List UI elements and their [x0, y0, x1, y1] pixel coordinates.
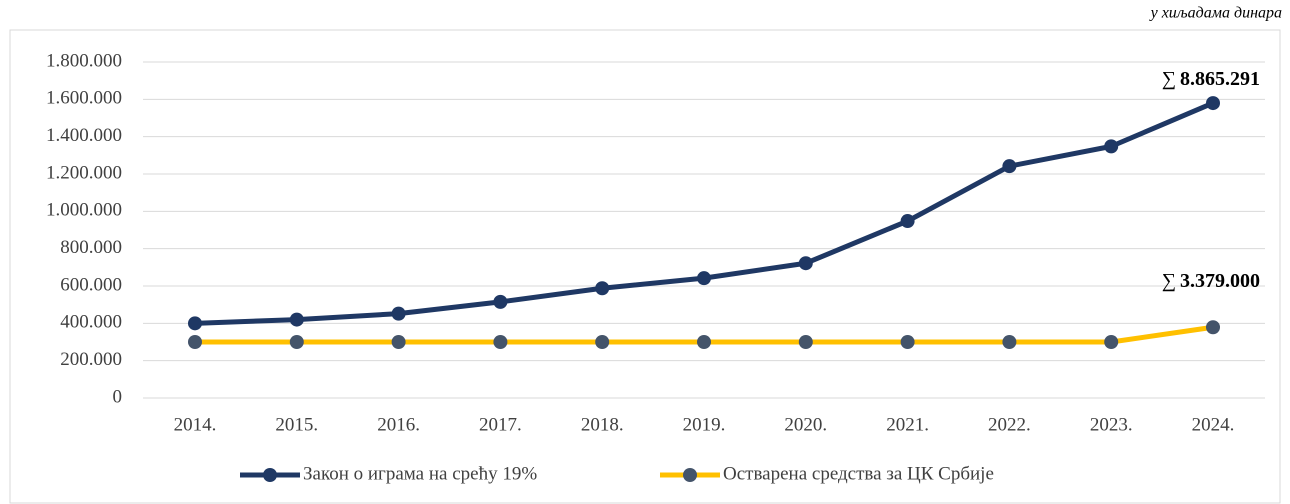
data-point: [391, 306, 406, 321]
data-point: [900, 335, 915, 349]
y-tick-label: 1.000.000: [46, 200, 122, 221]
data-point: [697, 335, 711, 349]
data-point: [391, 335, 406, 349]
data-point: [595, 335, 610, 349]
legend-label: Закон о играма на срећу 19%: [303, 463, 537, 484]
x-tick-label: 2015.: [275, 414, 318, 435]
y-tick-label: 200.000: [60, 349, 122, 370]
y-tick-label: 600.000: [60, 274, 122, 295]
data-point: [493, 294, 508, 309]
legend-marker: [263, 468, 277, 482]
chart-border: [9, 29, 1281, 504]
data-point: [493, 335, 508, 349]
y-tick-label: 400.000: [60, 312, 122, 333]
data-point: [289, 335, 304, 349]
data-point: [1002, 159, 1017, 174]
x-tick-label: 2024.: [1192, 414, 1235, 435]
series-line: [194, 100, 1214, 326]
x-tick-label: 2022.: [988, 414, 1031, 435]
annotation-text: 3.379.000: [1180, 270, 1260, 292]
y-tick-label: 800.000: [60, 237, 122, 258]
legend-marker: [683, 468, 697, 482]
annotation: ∑ 3.379.000: [1162, 270, 1260, 292]
x-tick-label: 2020.: [784, 414, 827, 435]
annotation-symbol: ∑: [1162, 270, 1176, 292]
data-point: [1104, 335, 1119, 349]
annotation-text: 8.865.291: [1180, 68, 1260, 90]
y-tick-label: 1.200.000: [46, 162, 122, 183]
x-tick-label: 2023.: [1090, 414, 1133, 435]
data-point: [1206, 320, 1220, 335]
data-point: [1206, 96, 1220, 111]
data-point: [900, 214, 915, 229]
data-point: [798, 335, 813, 349]
data-point: [188, 335, 202, 349]
data-point: [188, 316, 202, 331]
data-point: [1104, 139, 1119, 154]
y-tick-label: 1.400.000: [46, 125, 122, 146]
x-tick-label: 2018.: [581, 414, 624, 435]
annotation: ∑ 8.865.291: [1162, 68, 1260, 90]
unit-note: у хиљадама динара: [1149, 5, 1282, 22]
y-tick-label: 0: [113, 386, 123, 407]
data-point: [697, 271, 711, 286]
annotation-symbol: ∑: [1162, 68, 1176, 90]
data-point: [595, 281, 610, 296]
x-tick-label: 2017.: [479, 414, 522, 435]
legend-label: Остварена средства за ЦК Србије: [723, 463, 994, 484]
y-tick-label: 1.800.000: [46, 50, 122, 71]
data-point: [1002, 335, 1017, 349]
x-tick-label: 2021.: [886, 414, 929, 435]
y-tick-label: 1.600.000: [46, 88, 122, 109]
data-point: [289, 312, 304, 327]
x-tick-label: 2019.: [683, 414, 726, 435]
x-tick-label: 2014.: [174, 414, 217, 435]
data-point: [798, 256, 813, 271]
x-tick-label: 2016.: [377, 414, 420, 435]
